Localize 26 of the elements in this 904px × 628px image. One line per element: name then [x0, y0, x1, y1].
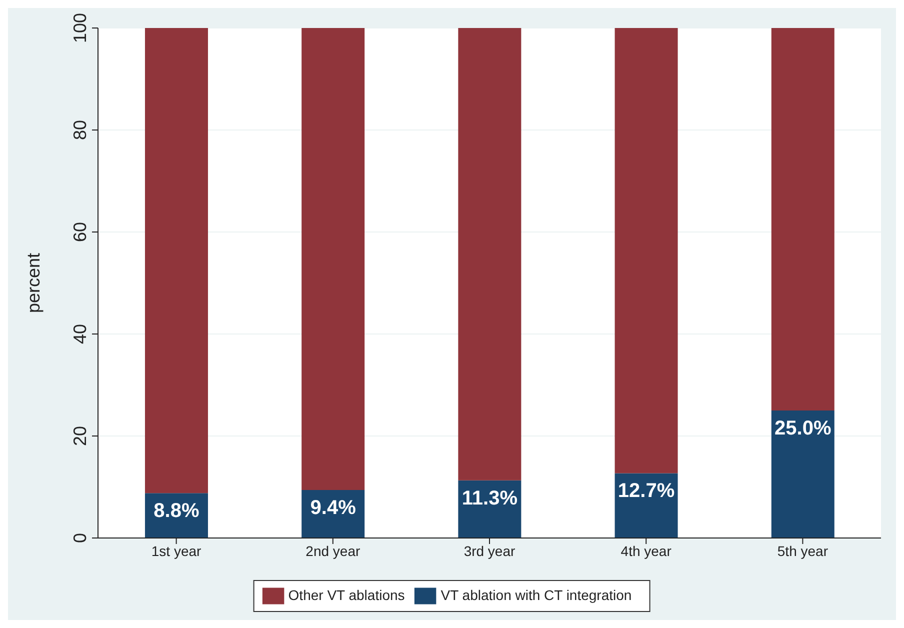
data-label: 9.4% [310, 497, 356, 520]
y-tick-label: 100 [70, 12, 90, 44]
data-label: 11.3% [462, 487, 518, 510]
legend-label: Other VT ablations [288, 587, 405, 604]
y-tick-label: 0 [70, 532, 90, 544]
y-tick-label: 60 [70, 222, 90, 242]
x-tick-label: 1st year [151, 542, 202, 559]
bar [458, 28, 522, 480]
x-tick-label: 4th year [620, 542, 672, 559]
y-axis-title: percent [23, 252, 44, 314]
x-tick-label: 2nd year [306, 542, 360, 559]
data-label: 25.0% [774, 418, 832, 440]
y-tick-label: 80 [70, 120, 90, 140]
bar [771, 28, 834, 410]
data-label: 12.7% [618, 480, 675, 502]
y-tick-label: 20 [70, 426, 90, 446]
x-tick-label: 5th year [777, 542, 828, 559]
bar [771, 410, 834, 538]
legend-label: VT ablation with CT integration [440, 587, 632, 604]
bar [614, 28, 678, 474]
bar [302, 28, 365, 490]
data-label: 8.8% [154, 500, 200, 522]
x-tick-label: 3rd year [464, 542, 516, 559]
bar [144, 28, 208, 494]
bar [614, 473, 678, 538]
y-tick-label: 40 [70, 324, 90, 344]
